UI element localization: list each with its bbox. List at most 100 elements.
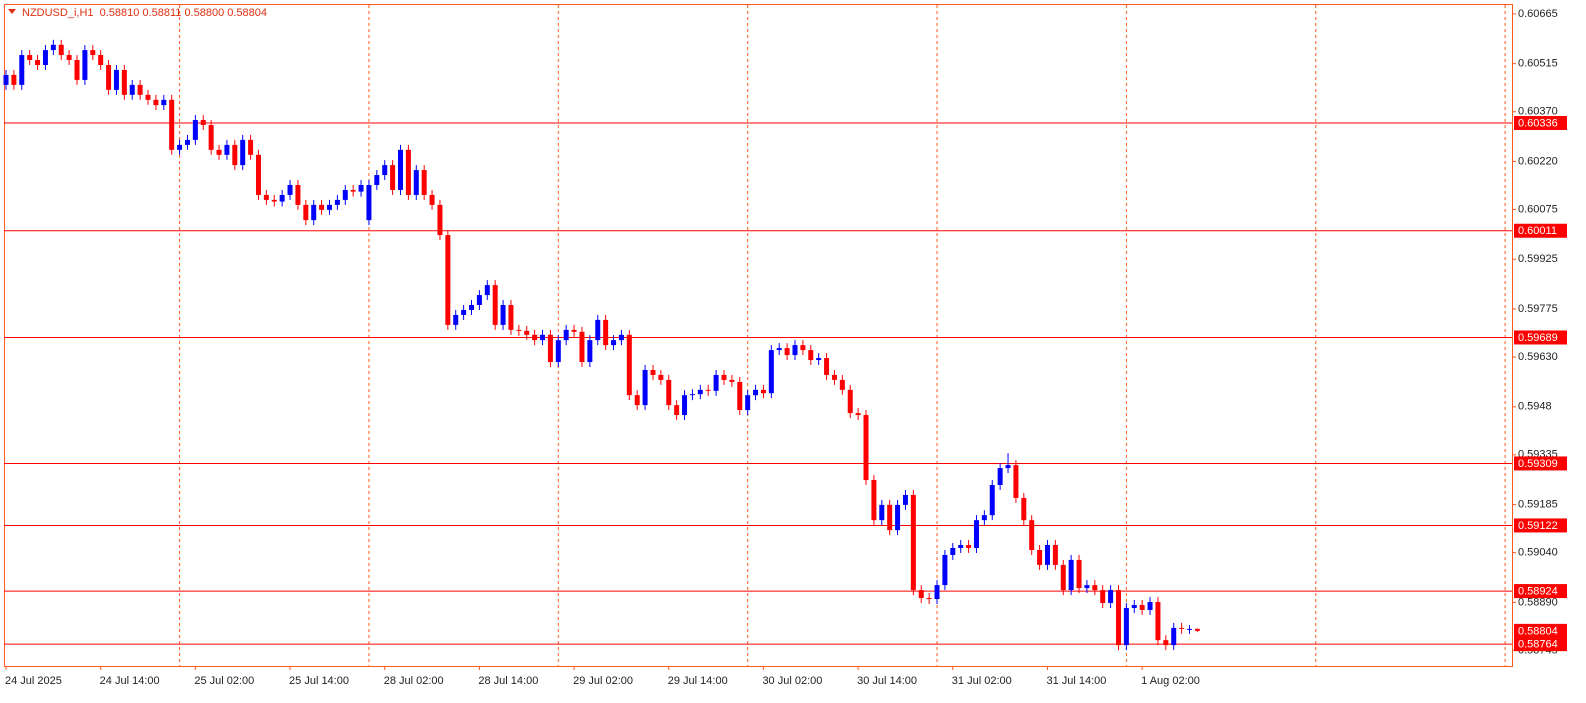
candle-body (618, 334, 624, 341)
candle-body (1005, 465, 1011, 469)
candle-body (1021, 497, 1027, 521)
price-label: 0.58804 (1518, 625, 1558, 637)
candle-body (232, 144, 238, 166)
candle-body (902, 494, 908, 505)
candle-body (484, 285, 490, 296)
candle-body (1037, 549, 1043, 565)
candle-body (121, 69, 127, 95)
candle-body (650, 369, 656, 375)
candle-body (776, 348, 782, 351)
candle-body (113, 69, 119, 90)
candle-body (1060, 564, 1066, 591)
candle-body (279, 194, 285, 202)
x-tick-label: 31 Jul 02:00 (952, 675, 1012, 687)
level-box (1514, 116, 1567, 131)
candle-body (271, 199, 277, 202)
candle-body (816, 358, 822, 361)
y-tick-label: 0.60075 (1518, 203, 1558, 215)
candle-body (942, 554, 948, 586)
candle-body (1013, 465, 1019, 498)
candle-body (555, 340, 561, 363)
candle-body (19, 55, 25, 85)
candle-body (1171, 627, 1177, 646)
candle-body (1052, 545, 1058, 565)
candle-body (753, 389, 759, 396)
candle-body (855, 413, 861, 416)
candle-body (137, 84, 143, 95)
candle-body (1076, 559, 1082, 589)
candle-body (540, 334, 546, 341)
candle-body (90, 50, 96, 56)
candle-body (240, 139, 246, 166)
plot-frame (4, 4, 1513, 667)
x-tick-label: 25 Jul 14:00 (289, 675, 349, 687)
candle-body (184, 139, 190, 145)
candle-body (674, 405, 680, 416)
candle-body (303, 204, 309, 221)
candle-body (437, 204, 443, 236)
y-tick-label: 0.60515 (1518, 58, 1558, 70)
y-tick-label: 0.59040 (1518, 547, 1558, 559)
candle-body (768, 350, 774, 394)
candle-body (58, 44, 64, 56)
candle-body (129, 84, 135, 95)
candle-body (1131, 605, 1137, 608)
price-box (1514, 623, 1567, 638)
candle-body (745, 395, 751, 411)
candle-body (169, 99, 175, 150)
candle-body (153, 99, 159, 106)
candle-body (1147, 602, 1153, 610)
level-box (1514, 223, 1567, 238)
chart-title: NZDUSD_i,H1 0.58810 0.58811 0.58800 0.58… (22, 7, 267, 19)
candle-body (177, 144, 183, 150)
candle-body (27, 55, 33, 61)
candle-body (334, 199, 340, 205)
candle-body (879, 504, 885, 521)
x-tick-label: 30 Jul 02:00 (762, 675, 822, 687)
y-tick-label: 0.58890 (1518, 596, 1558, 608)
y-tick-label: 0.60220 (1518, 155, 1558, 167)
candle-body (11, 74, 17, 85)
candle-body (145, 94, 151, 100)
candle-body (587, 340, 593, 363)
candle-body (926, 598, 932, 600)
candle-body (161, 99, 167, 106)
candle-body (595, 319, 601, 341)
level-label: 0.59122 (1518, 520, 1558, 532)
y-tick-label: 0.59925 (1518, 253, 1558, 265)
level-box (1514, 518, 1567, 533)
candle-body (697, 389, 703, 395)
candle-body (200, 120, 206, 125)
x-tick-label: 24 Jul 2025 (5, 675, 62, 687)
candle-body (98, 55, 104, 65)
candle-body (66, 55, 72, 61)
y-tick-label: 0.60665 (1518, 8, 1558, 20)
level-label: 0.60011 (1518, 225, 1557, 237)
candle-body (500, 304, 506, 325)
x-tick-label: 1 Aug 02:00 (1141, 675, 1200, 687)
candle-body (35, 60, 41, 65)
candle-body (366, 184, 372, 221)
candle-body (950, 547, 956, 555)
candle-body (255, 154, 261, 195)
candle-body (966, 545, 972, 548)
candle-body (729, 379, 735, 382)
candle-body (831, 374, 837, 380)
candle-body (429, 194, 435, 205)
x-tick-label: 28 Jul 14:00 (478, 675, 538, 687)
candle-body (713, 374, 719, 391)
candle-body (398, 149, 403, 190)
candle-body (1108, 590, 1114, 604)
candle-body (682, 395, 688, 416)
candle-body (611, 340, 617, 346)
candle-body (224, 144, 230, 155)
candle-body (382, 165, 388, 176)
candle-body (469, 304, 475, 310)
candle-body (3, 74, 9, 85)
candle-body (1139, 605, 1145, 610)
candle-body (1194, 628, 1200, 631)
level-label: 0.58764 (1518, 639, 1558, 651)
candle-body (918, 590, 924, 599)
candle-body (461, 309, 467, 315)
candle-body (342, 189, 348, 200)
